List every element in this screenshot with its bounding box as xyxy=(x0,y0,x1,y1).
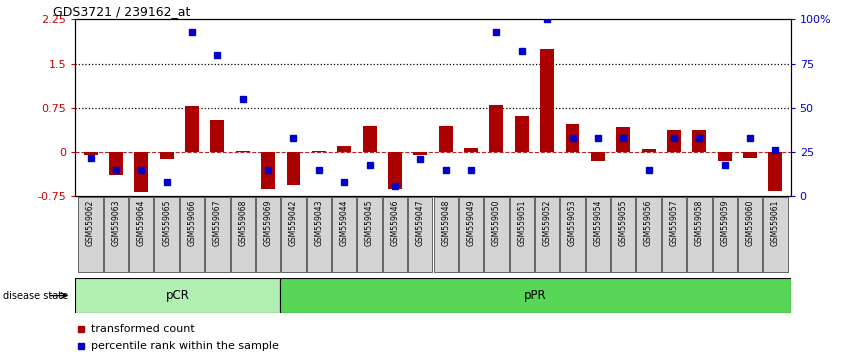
Bar xyxy=(434,197,458,272)
Text: percentile rank within the sample: percentile rank within the sample xyxy=(91,341,279,351)
Text: GSM559066: GSM559066 xyxy=(188,200,197,246)
Bar xyxy=(489,105,503,152)
Bar xyxy=(718,152,732,161)
Text: GSM559047: GSM559047 xyxy=(416,200,425,246)
Text: GSM559065: GSM559065 xyxy=(162,200,171,246)
Text: GSM559055: GSM559055 xyxy=(618,200,628,246)
Text: GDS3721 / 239162_at: GDS3721 / 239162_at xyxy=(53,5,191,18)
Text: GSM559043: GSM559043 xyxy=(314,200,323,246)
Bar xyxy=(484,197,508,272)
Bar xyxy=(281,197,306,272)
Text: GSM559054: GSM559054 xyxy=(593,200,603,246)
Bar xyxy=(565,124,579,152)
Text: GSM559052: GSM559052 xyxy=(543,200,552,246)
Bar xyxy=(768,152,782,190)
Bar xyxy=(159,152,174,159)
Bar xyxy=(180,197,204,272)
Bar xyxy=(591,152,604,161)
Bar xyxy=(363,126,377,152)
Text: GSM559048: GSM559048 xyxy=(441,200,450,246)
Bar xyxy=(154,197,179,272)
Bar xyxy=(637,197,661,272)
Text: GSM559051: GSM559051 xyxy=(517,200,527,246)
Bar xyxy=(287,152,301,185)
Bar xyxy=(713,197,737,272)
Bar xyxy=(358,197,382,272)
Bar xyxy=(413,152,427,155)
Bar xyxy=(617,127,630,152)
Bar xyxy=(687,197,712,272)
Text: GSM559058: GSM559058 xyxy=(695,200,704,246)
Bar xyxy=(611,197,636,272)
Bar xyxy=(129,197,153,272)
Text: GSM559056: GSM559056 xyxy=(644,200,653,246)
Text: GSM559053: GSM559053 xyxy=(568,200,577,246)
Bar xyxy=(205,197,229,272)
Bar xyxy=(236,151,249,152)
Bar xyxy=(230,197,255,272)
Bar xyxy=(134,152,148,192)
Bar xyxy=(763,197,787,272)
Bar xyxy=(307,197,331,272)
Text: disease state: disease state xyxy=(3,291,68,301)
Bar xyxy=(79,197,103,272)
Text: GSM559062: GSM559062 xyxy=(86,200,95,246)
Bar xyxy=(185,106,199,152)
Text: GSM559060: GSM559060 xyxy=(746,200,754,246)
Bar xyxy=(210,120,224,152)
Bar xyxy=(464,148,478,152)
Bar xyxy=(75,278,280,313)
Text: GSM559068: GSM559068 xyxy=(238,200,248,246)
Text: GSM559064: GSM559064 xyxy=(137,200,145,246)
Text: GSM559067: GSM559067 xyxy=(213,200,222,246)
Bar xyxy=(667,130,681,152)
Bar xyxy=(104,197,128,272)
Text: GSM559069: GSM559069 xyxy=(263,200,273,246)
Text: GSM559063: GSM559063 xyxy=(112,200,120,246)
Bar xyxy=(514,116,529,152)
Bar xyxy=(84,152,98,155)
Bar xyxy=(280,278,791,313)
Bar xyxy=(642,149,656,152)
Bar xyxy=(738,197,762,272)
Bar xyxy=(459,197,483,272)
Text: GSM559049: GSM559049 xyxy=(467,200,475,246)
Bar xyxy=(662,197,686,272)
Bar xyxy=(692,130,707,152)
Bar xyxy=(312,151,326,152)
Bar xyxy=(585,197,610,272)
Bar xyxy=(408,197,432,272)
Bar xyxy=(256,197,281,272)
Bar xyxy=(109,152,123,175)
Text: GSM559045: GSM559045 xyxy=(365,200,374,246)
Text: GSM559057: GSM559057 xyxy=(669,200,678,246)
Bar xyxy=(509,197,534,272)
Bar xyxy=(262,152,275,189)
Text: GSM559050: GSM559050 xyxy=(492,200,501,246)
Bar xyxy=(439,126,453,152)
Bar xyxy=(332,197,357,272)
Text: pCR: pCR xyxy=(165,289,190,302)
Bar xyxy=(560,197,585,272)
Text: GSM559042: GSM559042 xyxy=(289,200,298,246)
Text: GSM559061: GSM559061 xyxy=(771,200,780,246)
Bar xyxy=(388,152,402,189)
Bar xyxy=(337,146,352,152)
Text: pPR: pPR xyxy=(524,289,546,302)
Bar xyxy=(383,197,407,272)
Text: GSM559059: GSM559059 xyxy=(721,200,729,246)
Text: GSM559046: GSM559046 xyxy=(391,200,399,246)
Text: transformed count: transformed count xyxy=(91,324,195,333)
Bar xyxy=(743,152,757,158)
Text: GSM559044: GSM559044 xyxy=(339,200,349,246)
Bar xyxy=(535,197,559,272)
Bar xyxy=(540,49,554,152)
